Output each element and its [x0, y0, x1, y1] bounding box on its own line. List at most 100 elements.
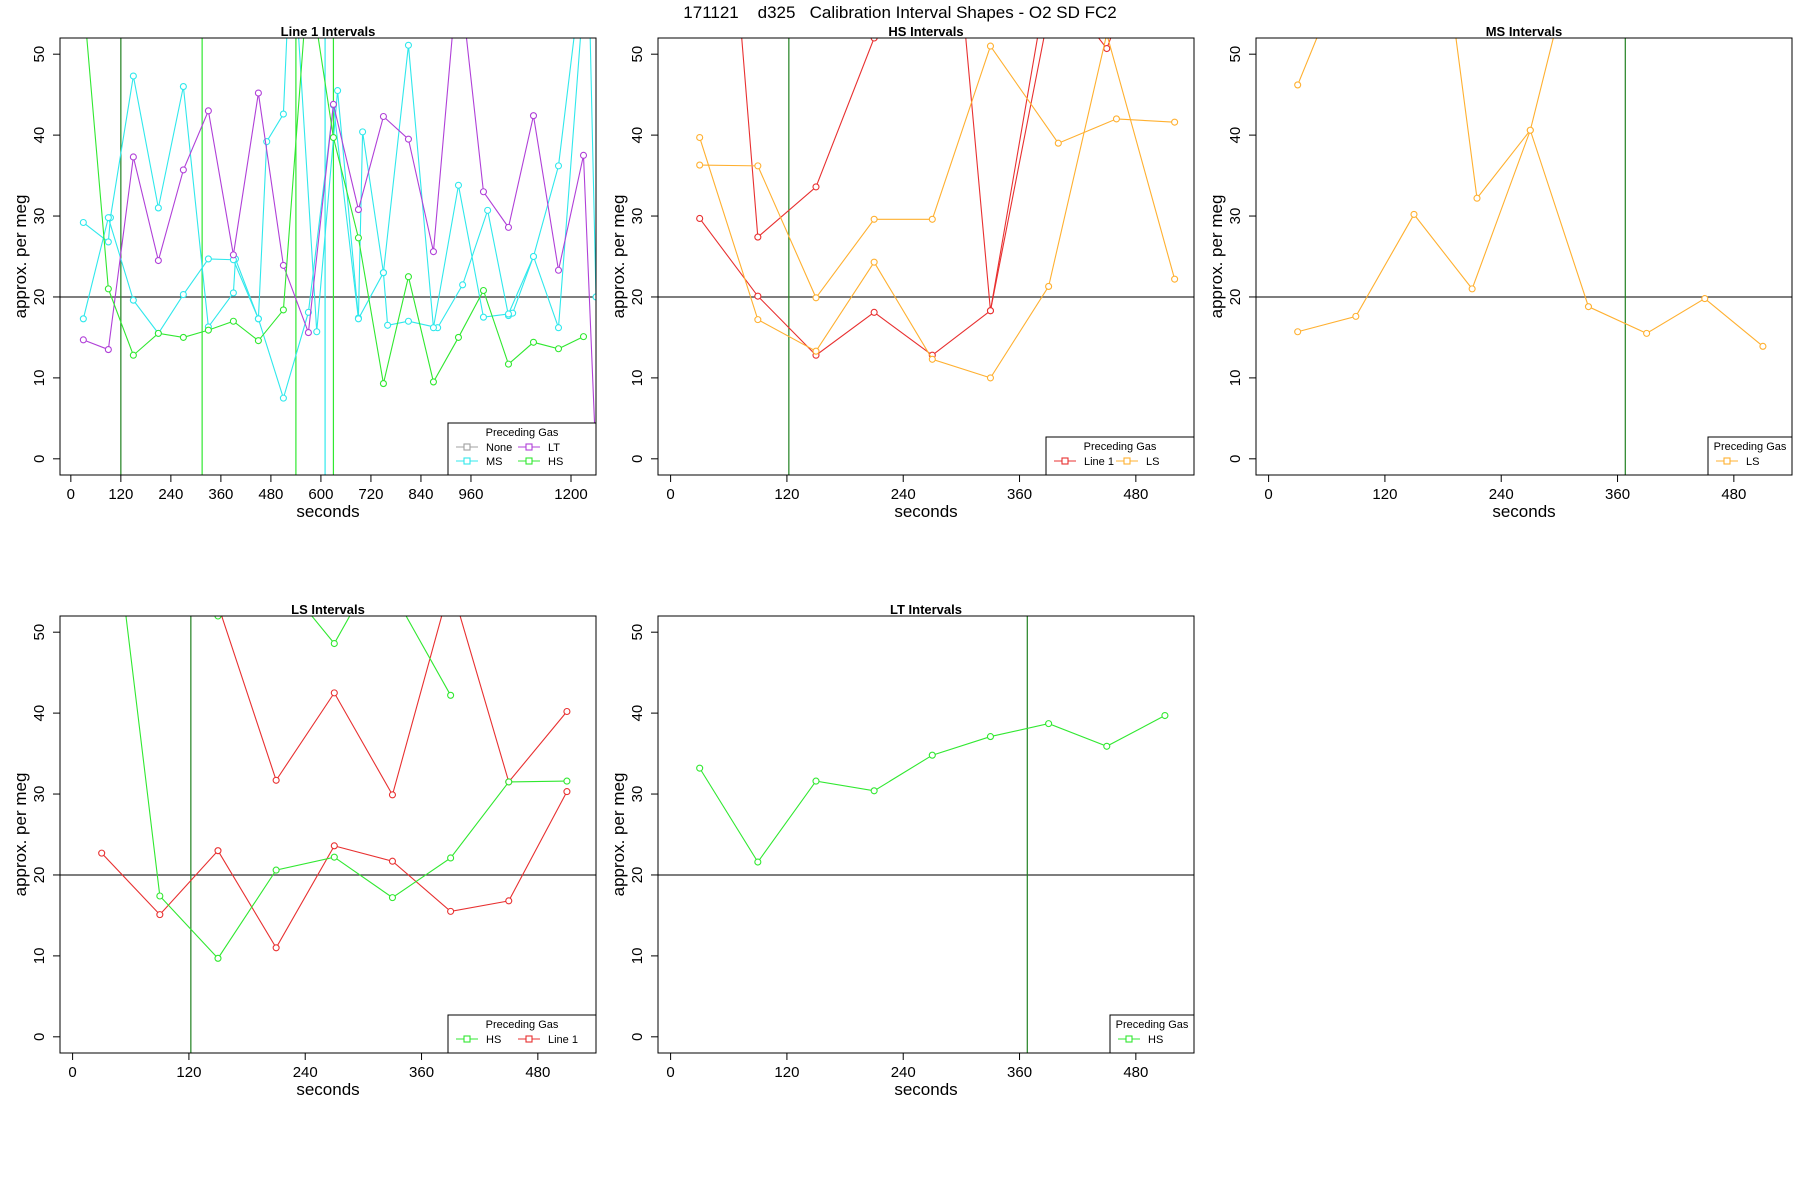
- x-tick-label: 960: [458, 486, 483, 503]
- y-tick-label: 10: [31, 370, 48, 387]
- y-tick-label: 20: [629, 867, 646, 884]
- y-tick-label: 20: [31, 289, 48, 306]
- legend-entry-lt: LT: [548, 442, 560, 454]
- data-point-hs: [454, 333, 463, 341]
- data-point-ms: [313, 328, 321, 336]
- series-line-hs-5: [405, 616, 452, 696]
- data-point-line-1: [870, 308, 878, 316]
- y-tick-label: 20: [1227, 289, 1244, 306]
- data-point-hs: [330, 639, 338, 648]
- data-point-hs: [754, 858, 762, 866]
- data-point-ms: [384, 321, 392, 329]
- data-point-hs: [429, 378, 437, 386]
- legend: Preceding Gas None LT MS HS: [447, 422, 597, 476]
- data-point-line-1: [214, 847, 222, 855]
- plot-area: [1256, 38, 1792, 475]
- legend-box: [447, 1014, 597, 1054]
- y-tick-label: 40: [629, 127, 646, 144]
- data-point-line-1: [1103, 44, 1111, 53]
- legend-title: Preceding Gas: [1084, 441, 1157, 453]
- x-tick-label: 480: [525, 1064, 550, 1081]
- legend-entry-ms: MS: [486, 456, 503, 468]
- panel-hs-intervals: HS Intervals 0 120 240 360 480 0 10 20 30 40 50 seco…: [598, 22, 1198, 592]
- x-tick-label: 0: [666, 486, 674, 503]
- data-point-hs: [229, 317, 237, 325]
- x-tick-label: 1200: [554, 486, 587, 503]
- data-point-hs: [505, 778, 513, 786]
- x-tick-label: 120: [108, 486, 133, 503]
- data-point-lt: [529, 112, 538, 120]
- series-line-ls-1: [1297, 38, 1554, 200]
- data-point-ms: [404, 317, 412, 325]
- x-tick-label: 480: [1721, 486, 1746, 503]
- legend-entry-line-1: Line 1: [548, 1034, 578, 1046]
- y-tick-label: 30: [1227, 208, 1244, 225]
- legend: Preceding Gas Line 1 LS: [1045, 436, 1195, 476]
- legend-entry-none: None: [486, 442, 512, 454]
- data-point-hs: [447, 691, 455, 699]
- x-tick-label: 720: [358, 486, 383, 503]
- legend-box: [1109, 1014, 1195, 1054]
- data-point-ms: [279, 110, 287, 118]
- data-point-line-1: [986, 307, 995, 315]
- data-point-ms: [104, 238, 112, 246]
- data-point-ms: [404, 41, 412, 49]
- data-point-ms: [279, 394, 287, 402]
- data-point-lt: [354, 206, 362, 214]
- data-point-hs: [504, 360, 513, 368]
- data-point-lt: [554, 266, 563, 274]
- series-line-line-1-2: [221, 616, 568, 797]
- y-tick-label: 0: [629, 1033, 646, 1041]
- y-tick-label: 50: [1227, 46, 1244, 63]
- data-point-hs: [204, 326, 212, 334]
- panel-title: LT Intervals: [890, 602, 962, 617]
- legend-swatch-marker: [525, 443, 533, 451]
- plot-frame: [1255, 37, 1793, 476]
- legend-title: Preceding Gas: [1116, 1019, 1189, 1031]
- data-point-ls: [696, 161, 704, 169]
- data-point-line-1: [156, 911, 164, 919]
- legend-title: Preceding Gas: [1714, 441, 1787, 453]
- plot-frame: [59, 615, 597, 1054]
- plot-area: [60, 605, 596, 1053]
- data-point-lt: [329, 100, 337, 108]
- data-point-line-1: [98, 849, 106, 857]
- panel-ls-intervals: LS Intervals 0 120 240 360 480 0 10 20 30 40 50 seco…: [0, 600, 600, 1170]
- data-point-ls: [870, 258, 878, 266]
- data-point-ls: [754, 316, 762, 324]
- data-point-ms: [429, 324, 437, 332]
- data-point-lt: [279, 261, 287, 269]
- data-point-hs: [234, 605, 240, 611]
- data-point-ms: [129, 296, 137, 304]
- data-point-lt: [154, 256, 162, 265]
- y-axis-label: approx. per meg: [11, 773, 30, 897]
- data-point-hs: [812, 777, 820, 785]
- y-tick-label: 30: [31, 208, 48, 225]
- legend-box: [447, 422, 597, 476]
- data-point-hs: [554, 345, 563, 353]
- y-tick-label: 10: [629, 370, 646, 387]
- y-tick-label: 0: [31, 455, 48, 463]
- data-point-ms: [79, 315, 87, 323]
- data-point-ms: [254, 315, 262, 323]
- legend-swatch-marker: [525, 1035, 533, 1043]
- legend-entry-line-1: Line 1: [1084, 456, 1114, 468]
- figure-title: 171121 d325 Calibration Interval Shapes …: [683, 3, 1117, 22]
- data-point-ls: [696, 133, 704, 142]
- data-point-lt: [204, 107, 212, 115]
- panel-title: Line 1 Intervals: [281, 24, 376, 39]
- data-point-line-1: [563, 788, 571, 796]
- data-point-ls: [1054, 139, 1062, 147]
- data-point-hs: [404, 273, 412, 281]
- data-point-ls: [1104, 31, 1110, 37]
- data-point-lt: [504, 223, 513, 231]
- data-point-line-1: [272, 776, 280, 784]
- series-line-ls-5: [699, 44, 1175, 299]
- data-point-lt: [379, 112, 387, 121]
- data-point-lt: [254, 89, 262, 97]
- data-point-hs: [129, 351, 137, 359]
- data-point-lt: [429, 248, 437, 256]
- x-tick-label: 240: [891, 486, 916, 503]
- data-point-ms: [554, 162, 563, 170]
- data-point-ms: [179, 290, 187, 299]
